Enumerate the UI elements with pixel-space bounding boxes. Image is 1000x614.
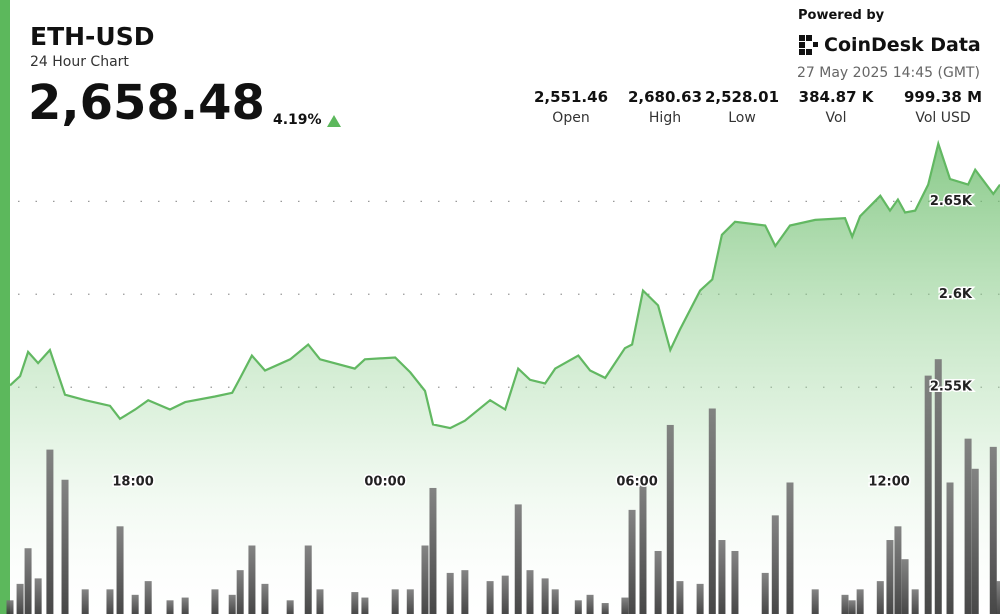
brand: CoinDesk Data <box>824 34 981 56</box>
volume-bar <box>989 446 997 614</box>
volume-bar <box>654 550 662 614</box>
change: 4.19% <box>273 112 322 128</box>
volume-bar <box>446 572 454 614</box>
volume-bar <box>24 548 32 614</box>
volume-bar <box>228 594 236 614</box>
volume-bar <box>971 468 979 614</box>
stat-value: 384.87 K <box>798 88 874 106</box>
volume-bar <box>541 578 549 614</box>
volume-bar <box>501 575 509 614</box>
stat-value: 999.38 M <box>903 88 983 106</box>
volume-bar <box>856 589 864 614</box>
volume-bar <box>811 589 819 614</box>
volume-bar <box>46 449 54 614</box>
volume-bar <box>61 479 69 614</box>
volume-bar <box>391 589 399 614</box>
volume-bar <box>429 487 437 614</box>
volume-bar <box>601 603 609 614</box>
volume-bar <box>901 559 909 614</box>
volume-bar <box>876 581 884 614</box>
volume-bar <box>248 545 256 614</box>
stat-value: 2,528.01 <box>704 88 780 106</box>
volume-bar <box>304 545 312 614</box>
x-tick-label: 00:00 <box>364 475 405 490</box>
stat-value: 2,551.46 <box>533 88 609 106</box>
volume-bar <box>106 589 114 614</box>
volume-bar <box>16 583 24 614</box>
volume-bar <box>406 589 414 614</box>
stat-label: High <box>648 110 682 126</box>
price: 2,658.48 <box>28 75 265 131</box>
volume-bar <box>6 600 14 614</box>
volume-bar <box>551 589 559 614</box>
volume-bar <box>696 583 704 614</box>
stat-label: Low <box>728 110 756 126</box>
x-tick-label: 06:00 <box>616 475 657 490</box>
volume-bar <box>911 589 919 614</box>
volume-bar <box>639 477 647 614</box>
price-line <box>9 139 1000 430</box>
timestamp: 27 May 2025 14:45 (GMT) <box>797 65 980 81</box>
volume-bar <box>574 600 582 614</box>
symbol: ETH-USD <box>30 22 155 51</box>
volume-bar <box>316 589 324 614</box>
volume-bar <box>361 597 369 614</box>
volume-bar <box>421 545 429 614</box>
volume-bar <box>81 589 89 614</box>
subtitle: 24 Hour Chart <box>30 54 129 70</box>
volume-bar <box>116 526 124 614</box>
volume-bar <box>261 583 269 614</box>
accent-stripe <box>0 0 10 614</box>
volume-bar <box>586 594 594 614</box>
volume-bar <box>841 594 849 614</box>
volume-bar <box>666 424 674 614</box>
volume-bar <box>708 408 716 614</box>
volume-bar <box>848 600 856 614</box>
area-fill <box>10 143 1000 614</box>
volume-bar <box>486 581 494 614</box>
volume-bar <box>786 482 794 614</box>
powered-by: Powered by <box>798 8 885 23</box>
volume-bar <box>924 375 932 614</box>
stat-label: Vol <box>825 110 847 126</box>
volume-bar <box>676 581 684 614</box>
y-tick-label: 2.65K <box>930 194 973 209</box>
volume-bar <box>236 570 244 614</box>
volume-bar <box>894 526 902 614</box>
stat-value: 2,680.63 <box>627 88 703 106</box>
volume-bar <box>996 581 1000 614</box>
volume-bar <box>514 504 522 614</box>
volume-bar <box>628 509 636 614</box>
stat-label: Vol USD <box>915 110 971 126</box>
y-tick-label: 2.55K <box>930 380 973 395</box>
volume-bar <box>181 597 189 614</box>
volume-bar <box>166 600 174 614</box>
volume-bar <box>34 578 42 614</box>
up-arrow <box>327 115 341 127</box>
volume-bar <box>771 515 779 614</box>
volume-bar <box>131 594 139 614</box>
volume-bar <box>211 589 219 614</box>
volume-bar <box>886 540 894 614</box>
brand-logo <box>799 35 818 55</box>
volume-bar <box>144 581 152 614</box>
volume-bar <box>621 597 629 614</box>
volume-bar <box>761 572 769 614</box>
volume-bar <box>526 570 534 614</box>
volume-bar <box>934 359 942 614</box>
volume-bar <box>946 482 954 614</box>
volume-bar <box>351 592 359 614</box>
y-tick-label: 2.6K <box>939 287 973 302</box>
volume-bar <box>731 550 739 614</box>
x-tick-label: 18:00 <box>112 475 153 490</box>
volume-bar <box>964 438 972 614</box>
volume-bar <box>718 540 726 614</box>
volume-bar <box>461 570 469 614</box>
volume-bar <box>286 600 294 614</box>
x-tick-label: 12:00 <box>868 475 909 490</box>
stat-label: Open <box>552 110 590 126</box>
